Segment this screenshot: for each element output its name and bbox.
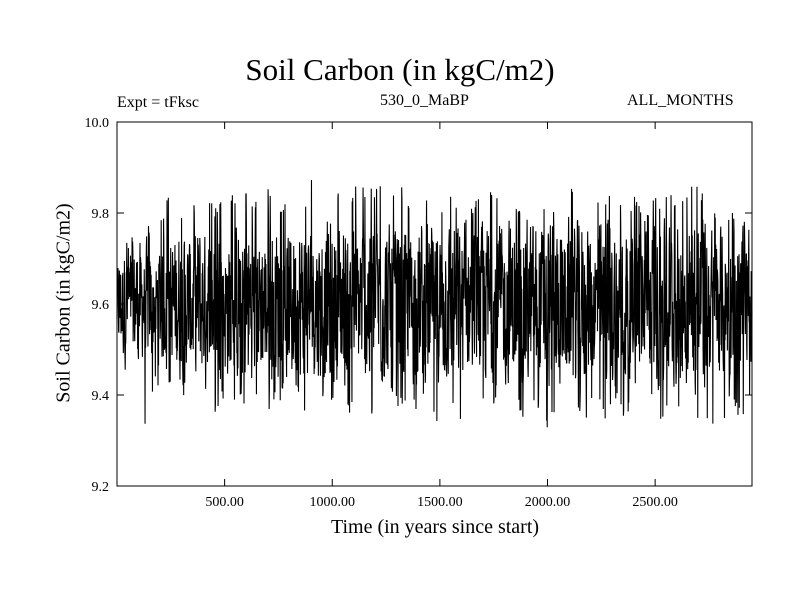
soil-carbon-series-line xyxy=(116,179,753,428)
axis-ticks-group: 500.00 1000.00 1500.00 2000.00 2500.00 9.2 9.4… xyxy=(85,116,752,510)
y-tick-label: 9.6 xyxy=(92,298,110,313)
months-label: ALL_MONTHS xyxy=(627,92,734,109)
x-tick-label: 500.00 xyxy=(205,495,244,510)
y-tick-label: 10.0 xyxy=(85,116,110,131)
experiment-label: Expt = tFksc xyxy=(117,94,199,111)
y-tick-label: 9.4 xyxy=(92,389,110,404)
x-tick-label: 2000.00 xyxy=(525,495,571,510)
x-axis-label: Time (in years since start) xyxy=(330,516,540,538)
plot-frame xyxy=(116,121,753,487)
y-tick-label: 9.2 xyxy=(92,480,110,495)
x-tick-label: 1000.00 xyxy=(310,495,356,510)
chart-title: Soil Carbon (in kgC/m2) xyxy=(245,52,555,87)
soil-carbon-trace-group xyxy=(116,179,753,428)
x-tick-label: 1500.00 xyxy=(417,495,463,510)
period-label: 530_0_MaBP xyxy=(380,92,469,109)
y-tick-label: 9.8 xyxy=(92,207,110,222)
y-axis-label: Soil Carbon (in kgC/m2) xyxy=(52,203,75,403)
x-tick-label: 2500.00 xyxy=(632,495,678,510)
